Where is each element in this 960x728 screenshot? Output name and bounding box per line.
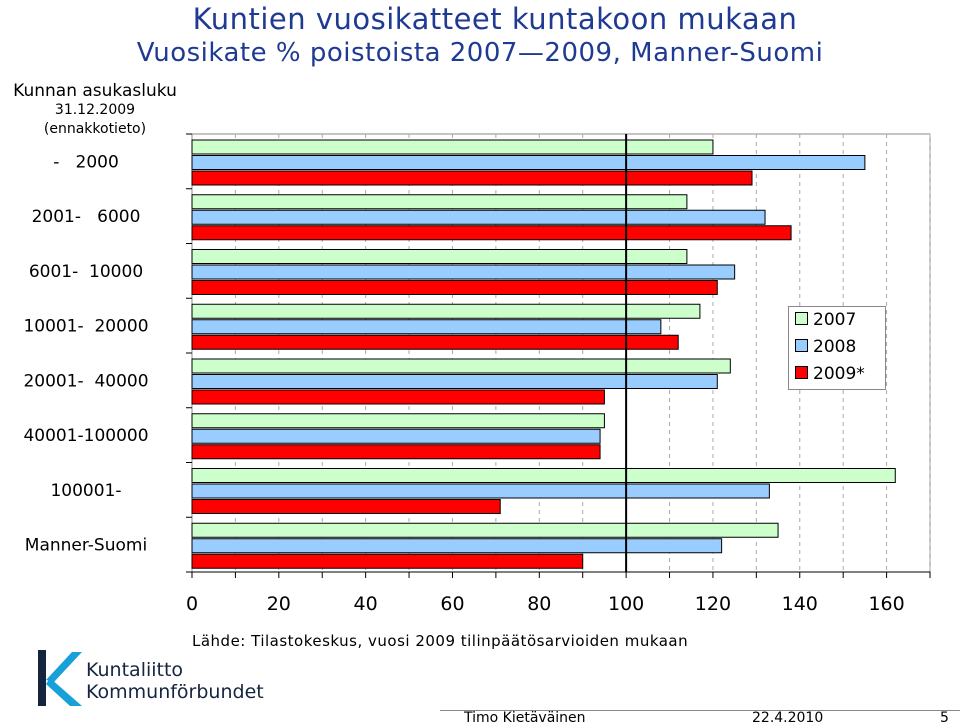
bar-2007-2 [191,249,688,264]
y-axis-heading-line1: Kunnan asukasluku [13,81,177,101]
footer-date: 22.4.2010 [752,710,824,726]
bar-2009-3 [191,334,679,350]
x-tick-label: 60 [440,593,464,615]
chart-legend: 2007 2008 2009* [788,306,886,390]
x-tick-label: 100 [608,593,644,615]
bar-2009-0 [191,170,753,186]
page-subtitle: Vuosikate % poistoista 2007—2009, Manner… [136,38,824,68]
legend-swatch-2007 [795,311,808,325]
y-axis-heading-line2: 31.12.2009 [54,102,136,118]
legend-item-2007: 2007 [795,309,856,331]
bar-2008-5 [191,428,601,444]
source-note: Lähde: Tilastokeskus, vuosi 2009 tilinpä… [192,632,689,650]
x-tick-label: 0 [186,593,198,615]
bar-2008-0 [191,155,866,170]
bar-2009-1 [191,225,792,241]
x-tick-label: 20 [267,593,291,615]
bar-2007-3 [191,303,701,319]
bar-2007-7 [191,522,779,538]
y-axis-heading-line3: (ennakkotieto) [43,121,147,137]
legend-item-2009: 2009* [795,363,865,385]
logo-line1: Kuntaliitto [86,659,184,681]
bar-2009-5 [191,444,601,460]
y-tick-label: 20001- 40000 [23,371,148,391]
kuntaliitto-logo-icon [38,650,82,706]
bar-2009-4 [191,389,605,405]
bar-2007-4 [191,358,731,374]
bar-2007-0 [191,139,714,155]
y-tick-label: 6001- 10000 [29,262,143,282]
y-tick-label: - 2000 [53,152,119,172]
y-tick-label: 10001- 20000 [23,317,148,337]
y-axis-heading: Kunnan asukasluku 31.12.2009 (ennakkotie… [0,82,190,139]
footer-author: Timo Kietäväinen [464,710,586,726]
bar-2009-6 [191,499,501,514]
legend-label-2007: 2007 [813,310,857,330]
legend-label-2008: 2008 [813,337,857,357]
kuntaliitto-logo: Kuntaliitto Kommunförbundet [38,648,288,708]
y-tick-label: 40001-100000 [23,426,148,446]
x-tick-label: 40 [354,593,378,615]
x-tick-label: 140 [782,593,818,615]
bar-2009-7 [191,553,584,569]
x-tick-label: 80 [527,593,551,615]
bar-2008-3 [191,319,662,335]
footer-divider [440,710,960,711]
x-tick-label: 120 [695,593,731,615]
bar-2007-6 [191,468,896,483]
bar-2008-4 [191,374,718,389]
bar-2009-2 [191,280,718,295]
bar-2007-5 [191,413,605,429]
bar-2008-6 [191,483,770,499]
y-tick-label: Manner-Suomi [25,536,147,556]
y-tick-label: 100001- [50,481,121,501]
y-tick-label: 2001- 6000 [32,207,141,227]
legend-swatch-2008 [795,338,808,352]
legend-label-2009: 2009* [813,364,865,384]
bar-2008-7 [191,538,723,554]
logo-line2: Kommunförbundet [86,681,264,703]
x-tick-label: 160 [868,593,904,615]
bar-2007-1 [191,194,688,210]
legend-swatch-2009 [795,365,808,379]
footer-page-number: 5 [940,710,949,726]
bar-2008-2 [191,264,736,280]
bar-2008-1 [191,209,766,225]
page-title: Kuntien vuosikatteet kuntakoon mukaan [192,2,798,36]
legend-item-2008: 2008 [795,336,856,358]
